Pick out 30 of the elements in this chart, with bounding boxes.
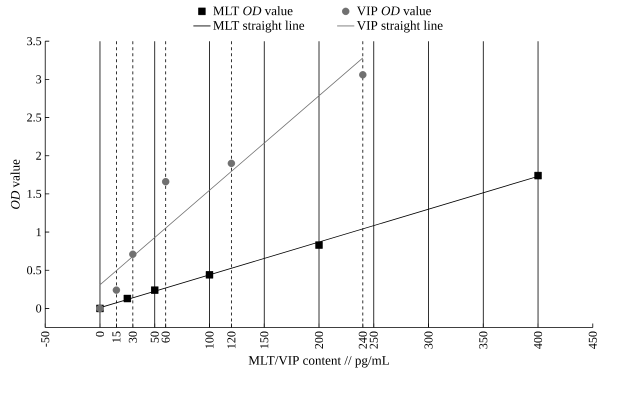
x-axis-title: MLT/VIP content // pg/mL bbox=[248, 356, 389, 368]
x-tick-label: 450 bbox=[588, 332, 597, 349]
legend-label: VIP OD value bbox=[356, 6, 431, 16]
y-tick-label: 3 bbox=[36, 75, 42, 84]
x-tick-label: 120 bbox=[227, 332, 236, 348]
x-tick-label: 300 bbox=[424, 332, 433, 349]
x-tick-label: 400 bbox=[534, 332, 542, 349]
legend-label: MLT OD value bbox=[213, 6, 293, 16]
x-tick-label: 350 bbox=[479, 332, 488, 349]
x-tick-label: -50 bbox=[41, 332, 50, 347]
y-tick-label: 2.5 bbox=[27, 114, 42, 122]
y-tick-label: 1 bbox=[36, 228, 41, 236]
legend-label: MLT straight line bbox=[213, 20, 304, 33]
x-tick-label: 100 bbox=[205, 332, 214, 348]
x-tick-label: 200 bbox=[314, 332, 324, 349]
x-tick-label: 15 bbox=[112, 332, 120, 342]
y-axis-title: OD value bbox=[10, 160, 20, 209]
y-tick-label: 1.5 bbox=[28, 190, 42, 198]
y-tick-label: 3.5 bbox=[27, 37, 42, 46]
x-tick-label: 30 bbox=[128, 332, 137, 343]
x-tick-label: 0 bbox=[96, 332, 104, 337]
y-tick-label: 0.5 bbox=[27, 266, 42, 274]
x-tick-label: 60 bbox=[162, 332, 170, 343]
x-tick-label: 150 bbox=[260, 332, 268, 348]
y-tick-label: 2 bbox=[36, 152, 41, 160]
y-tick-label: 0 bbox=[36, 304, 42, 313]
x-tick-label: 240 bbox=[358, 332, 367, 349]
x-tick-label: 250 bbox=[370, 332, 378, 349]
x-tick-label: 50 bbox=[150, 332, 159, 343]
legend-label: VIP straight line bbox=[356, 20, 443, 33]
